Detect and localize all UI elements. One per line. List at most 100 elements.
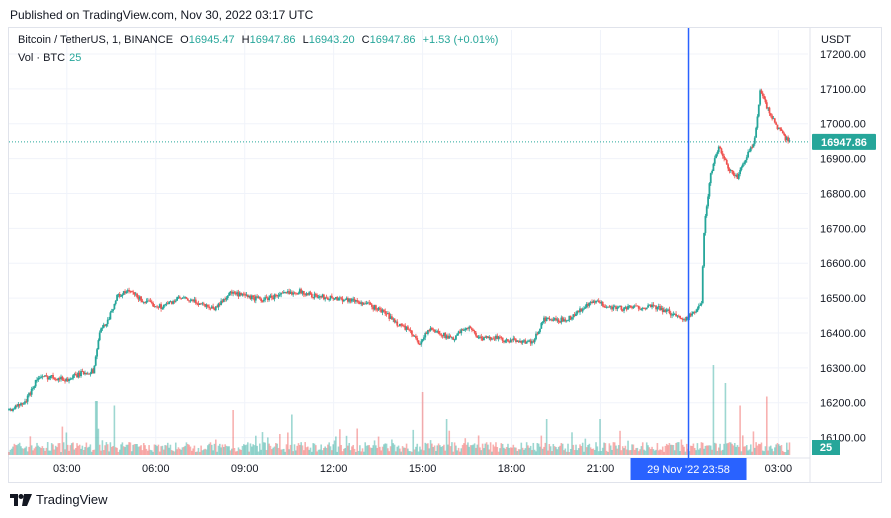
volume-bar (605, 450, 608, 455)
candle-body (161, 307, 164, 309)
volume-bar (727, 443, 729, 455)
candle-body (102, 324, 105, 328)
footer-brand[interactable]: TradingView (10, 492, 108, 507)
volume-bar (291, 414, 293, 455)
candle-body (705, 206, 708, 216)
volume-bar (700, 442, 703, 455)
volume-bar (65, 432, 68, 455)
candle-body (473, 330, 476, 333)
candle-body (693, 312, 696, 313)
candle-body (539, 328, 541, 332)
candle-body (241, 293, 244, 296)
volume-bar (620, 450, 623, 455)
volume-bar (212, 450, 214, 455)
volume-bar (553, 446, 556, 455)
candle-body (784, 135, 787, 141)
candle-body (325, 297, 328, 299)
candle-body (520, 340, 523, 343)
volume-bar (472, 444, 475, 455)
candle-body (501, 337, 504, 341)
volume-bar (617, 445, 620, 455)
candle-body (106, 319, 109, 325)
volume-bar (49, 450, 52, 455)
volume-bar (657, 450, 660, 455)
candle-body (184, 297, 187, 298)
volume-bar (493, 446, 496, 455)
volume-bar (117, 451, 120, 455)
candle-body (487, 336, 489, 339)
volume-bar (348, 442, 351, 455)
volume-bar (66, 444, 69, 455)
volume-bar (431, 443, 433, 455)
candle-body (500, 336, 503, 338)
candle-body (635, 305, 637, 307)
symbol-name[interactable]: Bitcoin / TetherUS, 1, BINANCE (18, 34, 174, 46)
candle-body (420, 341, 423, 345)
volume-bar (92, 449, 94, 455)
volume-label[interactable]: Vol · BTC (18, 52, 66, 64)
candle-body (45, 375, 48, 377)
last-price-label: 16947.86 (821, 137, 867, 149)
volume-bar (315, 445, 317, 455)
candle-body (392, 318, 395, 320)
volume-bar (198, 451, 201, 455)
volume-bar (499, 448, 501, 455)
volume-bar (153, 444, 156, 455)
volume-bar (541, 448, 544, 455)
candle-body (57, 377, 60, 381)
volume-bar (228, 446, 230, 455)
volume-bar (361, 448, 364, 455)
volume-bar (152, 451, 154, 455)
candle-body (773, 118, 776, 123)
candle-body (776, 124, 779, 130)
volume-bar (693, 448, 696, 455)
candle-body (205, 304, 208, 307)
candle-body (567, 320, 569, 322)
candle-body (16, 405, 18, 407)
candle-body (118, 294, 121, 297)
chart-frame[interactable] (8, 27, 882, 483)
volume-bar (46, 442, 49, 455)
volume-bar (209, 442, 212, 455)
volume-bar (551, 451, 553, 455)
candle-body (32, 387, 34, 389)
volume-bar (257, 451, 260, 455)
volume-bar (464, 438, 467, 455)
candle-body (419, 344, 421, 346)
volume-bar (273, 446, 276, 455)
candle-body (60, 376, 62, 380)
candle-body (386, 313, 389, 315)
candle-body (695, 311, 697, 313)
candle-body (337, 298, 340, 301)
candle-body (172, 301, 174, 304)
volume-bar (408, 451, 411, 455)
volume-bar (52, 444, 54, 455)
volume-bar (243, 444, 245, 455)
volume-bar (643, 449, 645, 455)
candle-body (432, 329, 435, 331)
volume-bar (452, 451, 455, 455)
volume-bar (667, 445, 669, 455)
candle-body (617, 306, 620, 308)
volume-bar (613, 442, 616, 455)
volume-bar (480, 450, 483, 455)
volume-bar (132, 444, 134, 455)
candle-body (681, 319, 684, 321)
candle-body (629, 305, 632, 308)
volume-bar (420, 449, 423, 455)
volume-bar (717, 447, 720, 455)
volume-bar (89, 444, 92, 455)
volume-bar (421, 392, 424, 455)
candle-body (178, 296, 181, 298)
volume-bar (692, 443, 695, 455)
candle-body (201, 303, 204, 305)
volume-bar (239, 449, 241, 455)
currency-label[interactable]: USDT (821, 34, 851, 46)
candle-body (632, 306, 635, 309)
volume-bar (317, 449, 320, 455)
candle-body (193, 299, 196, 302)
volume-bar (447, 444, 449, 455)
candle-body (276, 294, 279, 297)
candle-body (700, 303, 703, 306)
